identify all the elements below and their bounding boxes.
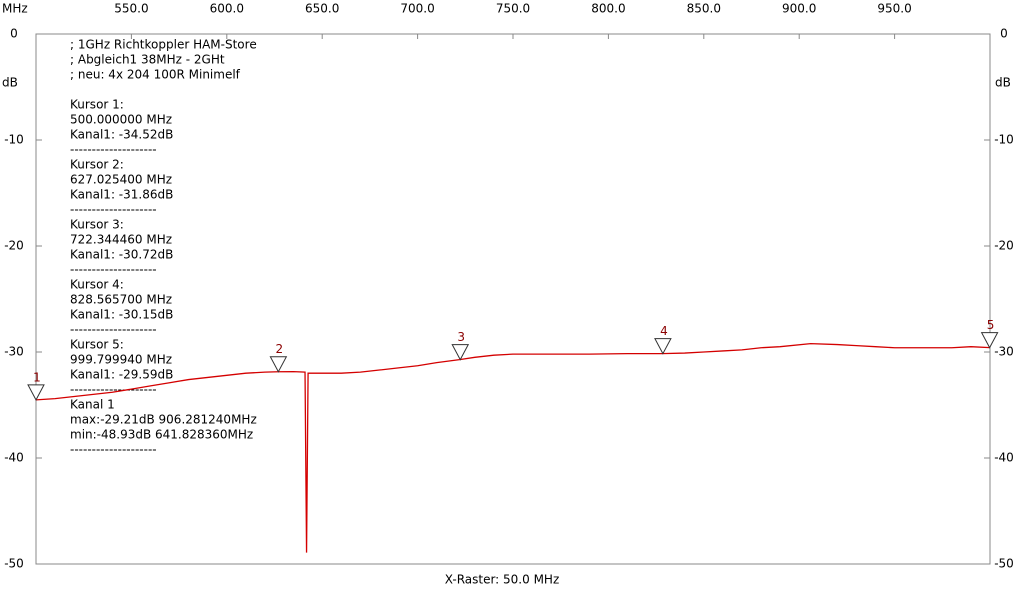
cursor-marker [27,384,45,401]
x-tick-label: 600.0 [210,2,244,16]
y-tick-label-left: -10 [4,133,24,147]
x-tick-label: 800.0 [591,2,625,16]
y-tick-label-left: 0 [10,27,18,41]
note-line: Kursor 2: [70,158,124,172]
y-tick-label-right: -10 [994,133,1014,147]
note-line: 627.025400 MHz [70,173,172,187]
note-line: Kanal1: -29.59dB [70,368,173,382]
note-line: Kanal1: -34.52dB [70,128,173,142]
note-line: ; neu: 4x 204 100R Minimelf [70,68,241,82]
cursor-marker [451,344,470,361]
note-line: ; 1GHz Richtkoppler HAM-Store [70,38,257,52]
note-line: -------------------- [70,143,157,157]
y-tick-label-left: -30 [4,345,24,359]
y-tick-label-right: -50 [994,557,1014,571]
cursor-label: 4 [660,324,668,338]
note-line: min:-48.93dB 641.828360MHz [70,428,253,442]
note-line: 828.565700 MHz [70,293,172,307]
note-line: Kanal1: -31.86dB [70,188,173,202]
cursor-marker [980,332,999,349]
note-line: Kanal1: -30.15dB [70,308,173,322]
plot-frame [35,33,991,565]
note-line: -------------------- [70,323,157,337]
cursor-label: 1 [33,370,41,384]
note-line: 722.344460 MHz [70,233,172,247]
note-line: Kursor 3: [70,218,124,232]
note-line: -------------------- [70,383,157,397]
x-axis-label: X-Raster: 50.0 MHz [445,573,560,587]
x-tick-label: 950.0 [877,2,911,16]
y-unit-right: dB [995,76,1011,90]
cursor-marker [269,356,288,373]
y-tick-label-right: -30 [994,345,1014,359]
x-tick-label: 700.0 [400,2,434,16]
note-line: ; Abgleich1 38MHz - 2GHt [70,53,225,67]
x-unit: MHz [2,2,28,16]
y-tick-label-left: -20 [4,239,24,253]
x-tick-label: 900.0 [782,2,816,16]
x-tick-label: 650.0 [305,2,339,16]
note-line: max:-29.21dB 906.281240MHz [70,413,257,427]
note-line: 999.799940 MHz [70,353,172,367]
cursor-label: 5 [987,318,995,332]
y-unit-left: dB [2,76,18,90]
note-line: Kursor 1: [70,98,124,112]
x-tick-label: 850.0 [687,2,721,16]
note-line: Kursor 4: [70,278,124,292]
x-tick-label: 550.0 [114,2,148,16]
note-line: Kanal 1 [70,398,115,412]
cursor-marker [654,338,672,355]
x-tick-label: 750.0 [496,2,530,16]
y-tick-label-left: -40 [4,451,24,465]
note-line: 500.000000 MHz [70,113,172,127]
y-tick-label-left: -50 [4,557,24,571]
y-tick-label-right: -40 [994,451,1014,465]
y-tick-label-right: 0 [1000,27,1008,41]
note-line: -------------------- [70,263,157,277]
cursor-label: 2 [276,342,284,356]
y-tick-label-right: -20 [994,239,1014,253]
note-line: -------------------- [70,443,157,457]
cursor-label: 3 [457,330,465,344]
note-line: Kanal1: -30.72dB [70,248,173,262]
note-line: Kursor 5: [70,338,124,352]
note-line: -------------------- [70,203,157,217]
trace [35,342,991,553]
